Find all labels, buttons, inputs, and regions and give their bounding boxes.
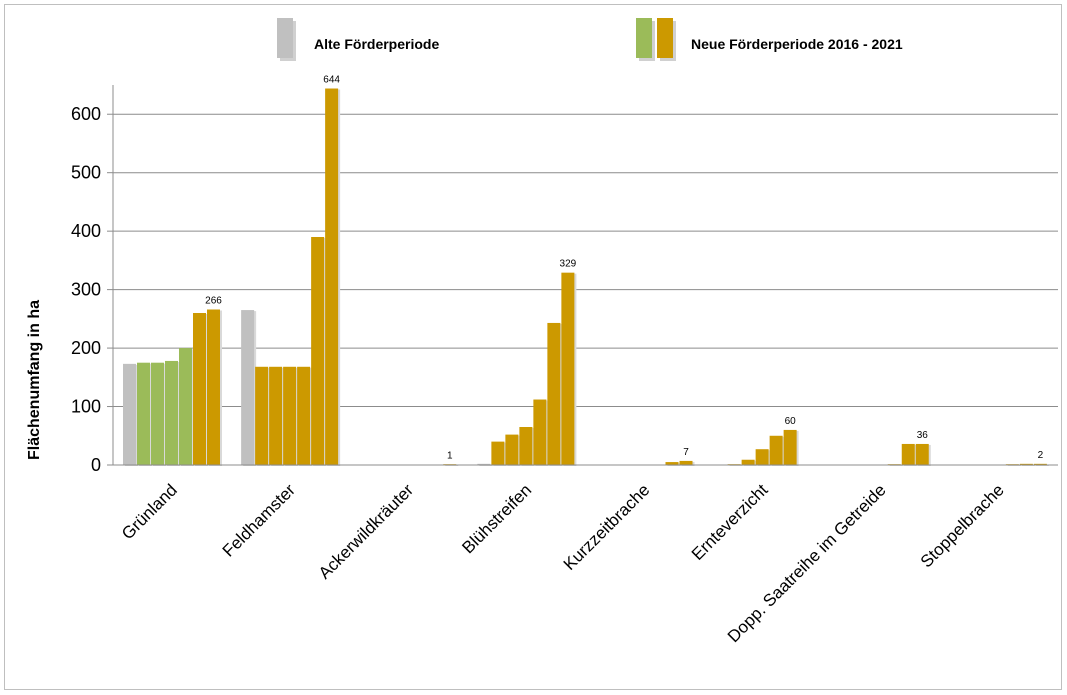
bar [1019, 463, 1033, 465]
chart-frame [4, 4, 1062, 690]
bar [325, 88, 339, 465]
bar-shadow [445, 465, 459, 466]
bar [769, 435, 783, 465]
bar-shadow [1007, 465, 1021, 466]
bar-shadow [729, 465, 743, 466]
y-axis-ticks: 0 100 200 300 400 500 600 [71, 104, 113, 475]
bar [547, 322, 561, 465]
x-tick-label: Grünland [118, 480, 181, 543]
bar [165, 360, 178, 465]
bar [519, 427, 533, 465]
bar [665, 462, 679, 465]
bar [137, 362, 150, 465]
y-tick-label: 500 [71, 163, 101, 183]
bar [193, 313, 206, 465]
bar [561, 272, 575, 465]
legend-label: Neue Förderperiode 2016 - 2021 [691, 36, 903, 52]
bar [179, 348, 192, 465]
y-tick-label: 400 [71, 221, 101, 241]
bar [491, 441, 505, 465]
y-tick-label: 600 [71, 104, 101, 124]
y-tick-label: 100 [71, 397, 101, 417]
x-tick-label: Ackerwildkräuter [315, 480, 418, 583]
bar [741, 459, 755, 465]
x-tick-label: Kurzzeitbrache [560, 480, 654, 574]
data-label: 7 [683, 447, 689, 458]
bar [297, 366, 311, 465]
data-label: 60 [785, 416, 797, 427]
bar [207, 309, 220, 465]
y-axis-label: Flächenumfang in ha [26, 300, 43, 460]
data-label: 36 [917, 430, 929, 441]
legend-label: Alte Förderperiode [314, 36, 439, 52]
data-label: 1 [447, 450, 453, 461]
legend-swatch [277, 18, 293, 58]
bars [123, 88, 1049, 466]
y-tick-label: 0 [91, 455, 101, 475]
data-labels: 266 644 1 329 7 60 36 2 [205, 75, 1043, 462]
bar [901, 443, 915, 465]
x-tick-label: Blühstreifen [458, 480, 535, 557]
legend-swatch [657, 18, 673, 58]
legend-swatch [636, 18, 652, 58]
data-label: 2 [1038, 450, 1044, 461]
x-tick-label: Feldhamster [219, 480, 299, 560]
bar [755, 449, 769, 465]
bar [269, 366, 283, 465]
bar [283, 366, 297, 465]
bar [255, 366, 269, 465]
y-tick-label: 200 [71, 338, 101, 358]
x-tick-label: Ernteverzicht [688, 480, 772, 564]
legend: Alte Förderperiode Neue Förderperiode 201… [277, 18, 903, 61]
y-tick-label: 300 [71, 280, 101, 300]
bar-shadow [889, 465, 903, 466]
bar [151, 362, 164, 465]
bar [311, 237, 325, 465]
bar [505, 434, 519, 465]
data-label: 266 [205, 295, 222, 306]
bar [915, 443, 929, 465]
bar [679, 460, 693, 465]
bar [1033, 463, 1047, 465]
data-label: 329 [560, 259, 577, 270]
axes [112, 85, 1058, 466]
bar [123, 363, 136, 465]
bar [533, 399, 547, 465]
bar [783, 429, 797, 465]
data-label: 644 [323, 75, 340, 86]
bar [241, 310, 255, 465]
x-tick-label: Stoppelbrache [917, 480, 1008, 571]
bar [477, 463, 491, 465]
x-axis-labels: Grünland Feldhamster Ackerwildkräuter Blühs… [118, 480, 1008, 646]
